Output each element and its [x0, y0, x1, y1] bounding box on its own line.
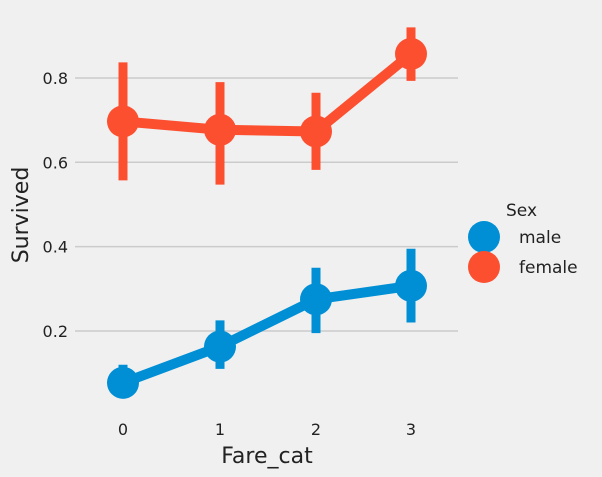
- data-point: [300, 283, 332, 316]
- y-axis-tick-labels: 0.2 0.4 0.6 0.8: [43, 69, 68, 341]
- y-tick-label: 0.6: [43, 153, 68, 172]
- data-point: [204, 330, 236, 363]
- x-tick-label: 1: [215, 420, 225, 439]
- x-axis-tick-labels: 0 1 2 3: [118, 420, 416, 439]
- legend-label-female: female: [519, 258, 578, 278]
- series-male: [107, 248, 427, 399]
- data-point: [300, 115, 332, 148]
- series-line-male: [118, 280, 416, 388]
- legend-label-male: male: [519, 228, 561, 248]
- data-point: [395, 37, 427, 70]
- data-point: [107, 366, 139, 399]
- legend-title: Sex: [506, 201, 537, 221]
- legend-marker-male: [468, 221, 500, 253]
- data-point: [107, 105, 139, 138]
- y-tick-label: 0.4: [43, 238, 68, 257]
- y-tick-label: 0.2: [43, 322, 68, 341]
- data-point: [204, 113, 236, 146]
- legend: Sex male female: [468, 201, 578, 283]
- legend-marker-female: [468, 251, 500, 283]
- x-tick-label: 2: [311, 420, 321, 439]
- series-layer: [107, 27, 427, 399]
- series-female: [107, 27, 427, 185]
- series-line-female: [118, 48, 416, 137]
- x-tick-label: 3: [406, 420, 416, 439]
- x-tick-label: 0: [118, 420, 128, 439]
- data-point: [395, 269, 427, 302]
- y-tick-label: 0.8: [43, 69, 68, 88]
- gridlines: [75, 77, 458, 332]
- x-axis-title: Fare_cat: [221, 444, 313, 469]
- y-axis-title: Survived: [9, 167, 34, 264]
